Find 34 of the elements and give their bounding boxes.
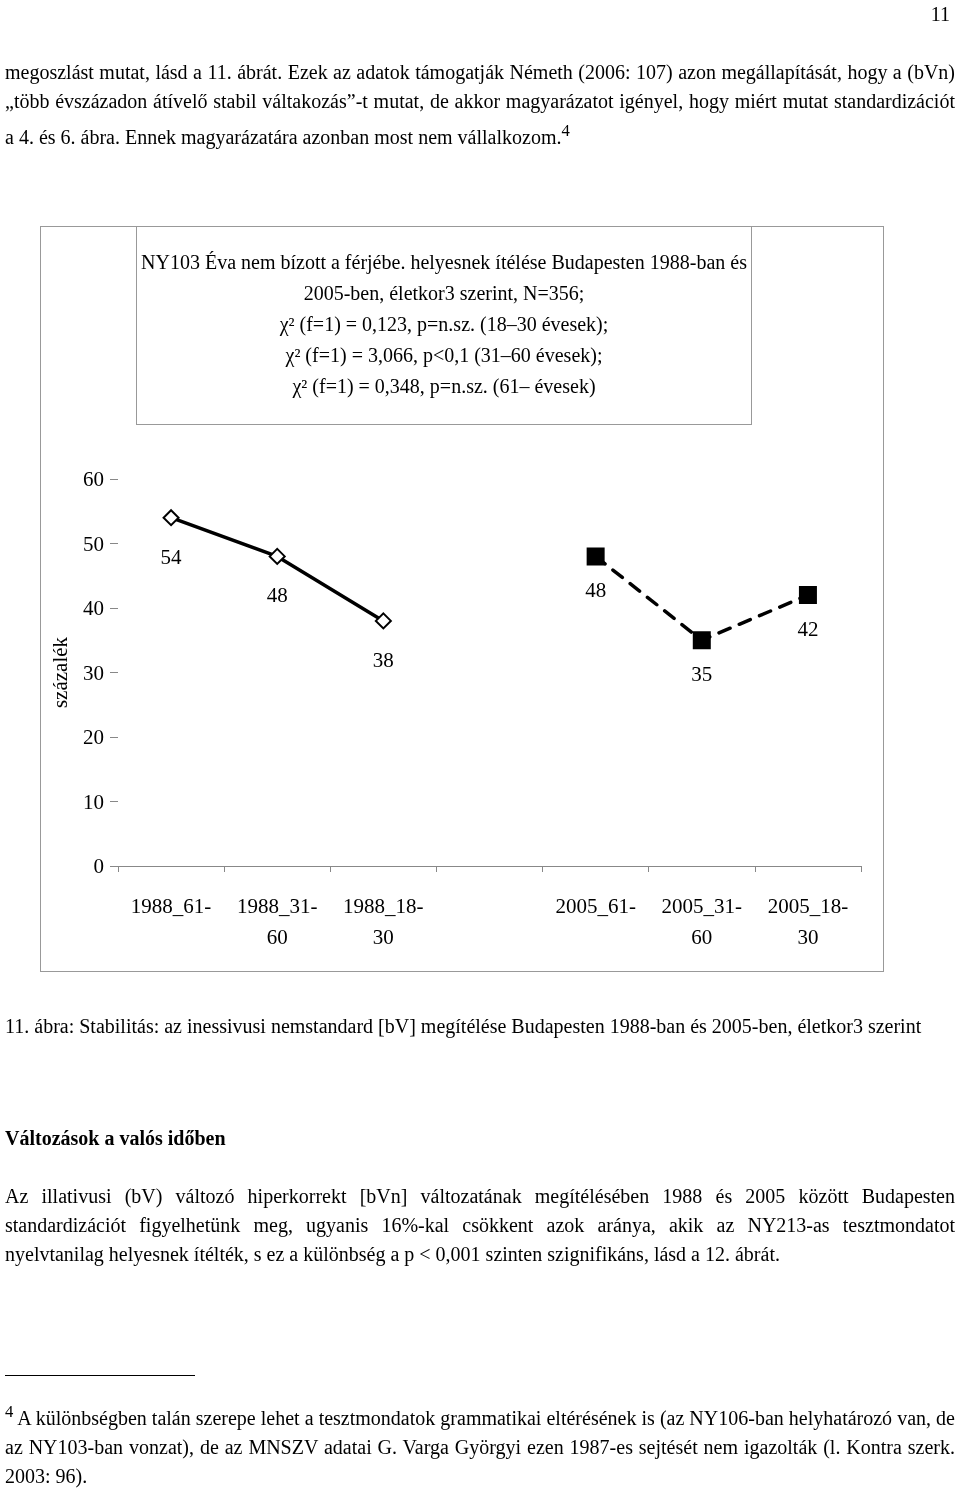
text: megoszlást mutat, lásd a 11. ábrát. Ezek az adatok támogatják Németh (2006: 107) azon megállapítását, hogy a (bVn) „több évszázadon átívelő stabil váltakozás”-t mutat, de akkor magyarázatot igényel, hogy miért mutat standardizációt a 4. és 6. ábra. Ennek magyarázatára azonban most nem vállalkozom.$^{4}$ [5,60,955,151]
chart-title: NY103 Éva nem bízott a férjébe. helyesnek ítélése Budapesten 1988-ban és 2005-ben, életkor3 szerint, N=356; [140,250,748,306]
data-label: 42 [797,616,819,641]
point [162,509,180,527]
data-label: 48 [266,583,288,608]
text: 11 [929,2,950,27]
y-tick-label: 30 [83,660,104,685]
data-label: 54 [160,544,183,569]
y-tick-label: 0 [93,854,104,878]
point [374,612,392,630]
x-tick-label: 1988_61- [130,893,212,918]
text: Változások a valós időben [5,1126,227,1151]
data-label: 48 [585,577,607,602]
y-axis-title: százalék [47,636,72,709]
x-tick-label: 2005_18-30 [767,893,849,949]
x-tick-label: 1988_18-30 [343,893,424,949]
point [586,547,605,566]
data-label: 35 [691,661,713,686]
point [692,631,711,650]
text: Az illativusi (bV) változó hiperkorrekt [bVn] változatának megítélésében 1988 és 2005 között Budapesten standardizációt figyelhetünk meg, ugyanis 16%-kal csökkent azok aránya, akik az NY213-as tesztmondatot nyelvtanilag helyesnek ítélték, s ez a különbség a p < 0,001 szinten szignifikáns, lásd a 12. ábrát. [5,1184,955,1268]
text: 11. ábra: Stabilitás: az inessivusi nemstandard [bV] megítélése Budapesten 1988-ban és 2005-ben, életkor3 szerint [5,1014,923,1040]
y-tick-label: 60 [83,467,104,491]
y-tick-label: 10 [83,789,104,814]
x-tick-label: 2005_61- [555,893,636,918]
point [798,586,817,605]
text: $^{4}$ A különbségben talán szerepe lehet a tesztmondatok grammatikai eltérésének is (az NY106-ban helyhatározó van, de az NY103-ban vonzat), de az MNSZV adatai G. Varga Györgyi ezen 1987-es sejtését nem igazolták (l. Kontra szerk. 2003: 96). [5,1401,955,1490]
x-tick-label: 1988_31-60 [236,893,318,949]
point [268,547,286,565]
y-tick-label: 40 [83,596,104,620]
data-label: 38 [372,647,394,672]
y-tick-label: 50 [83,531,104,556]
x-tick-label: 2005_31-60 [661,893,743,949]
chart-subtitle: χ² (f=1) = 0,123, p=n.sz. (18–30 évesek); χ² (f=1) = 3,066, p<0,1 (31–60 évesek); χ² (f=1) = 0,348, p=n.sz. (61– évesek) [278,312,610,400]
y-tick-label: 20 [83,725,104,749]
